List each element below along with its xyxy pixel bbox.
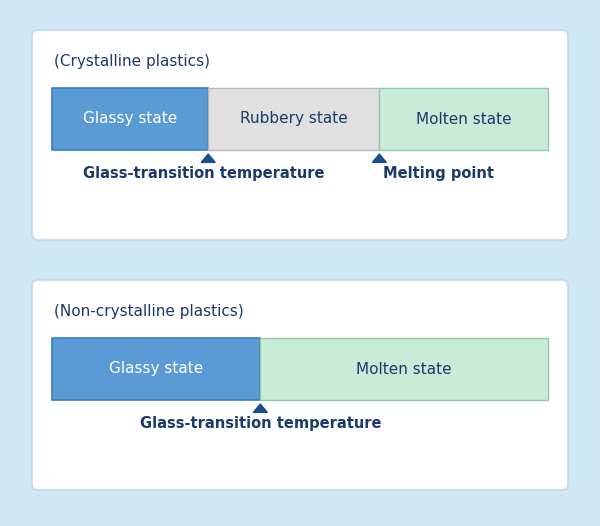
Polygon shape	[253, 404, 268, 412]
Text: Glass-transition temperature: Glass-transition temperature	[83, 166, 325, 181]
Polygon shape	[373, 154, 386, 163]
Bar	[379, 88, 548, 150]
FancyBboxPatch shape	[32, 280, 568, 490]
Text: Glassy state: Glassy state	[109, 361, 203, 377]
FancyBboxPatch shape	[32, 30, 568, 240]
Text: Molten state: Molten state	[356, 361, 452, 377]
Bar	[52, 338, 260, 400]
Text: Melting point: Melting point	[383, 166, 494, 181]
Polygon shape	[201, 154, 215, 163]
Text: Rubbery state: Rubbery state	[240, 112, 347, 126]
Text: Molten state: Molten state	[416, 112, 511, 126]
Bar	[208, 88, 379, 150]
Text: Glass-transition temperature: Glass-transition temperature	[140, 417, 381, 431]
Bar	[52, 88, 208, 150]
Bar	[260, 338, 548, 400]
Text: Glassy state: Glassy state	[83, 112, 177, 126]
Text: (Crystalline plastics): (Crystalline plastics)	[54, 54, 210, 69]
Text: (Non-crystalline plastics): (Non-crystalline plastics)	[54, 304, 244, 319]
